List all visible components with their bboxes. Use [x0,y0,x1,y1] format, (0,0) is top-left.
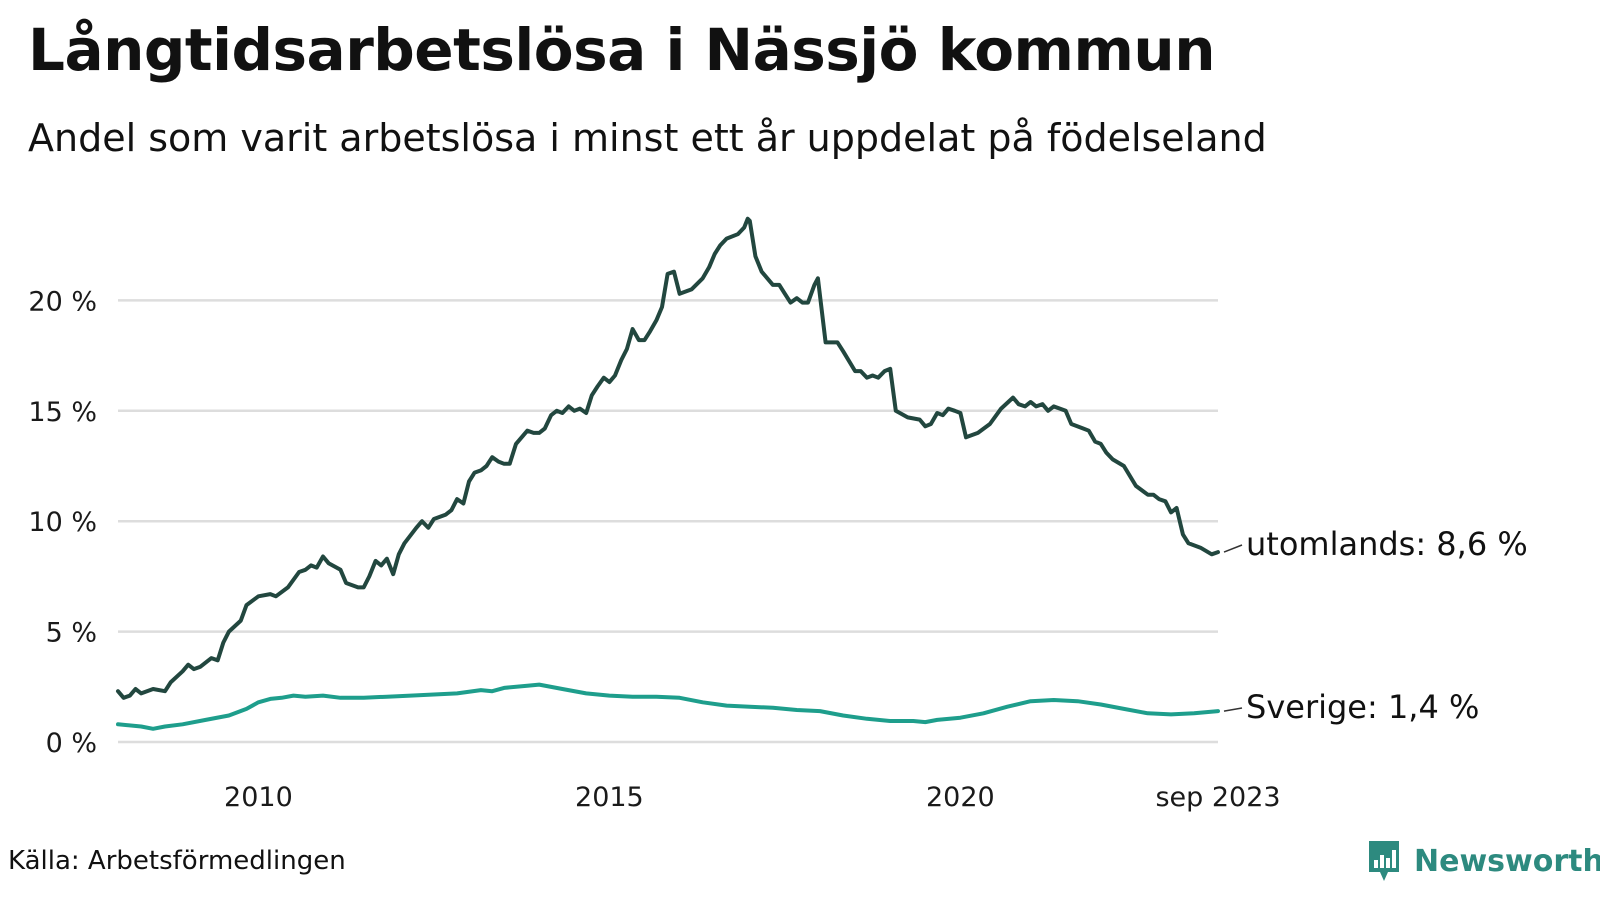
y-tick-label: 0 % [46,728,97,759]
series-lines [116,216,1220,731]
series-label-sverige: Sverige: 1,4 % [1246,688,1479,726]
x-axis: 2010 2015 2020 sep 2023 [224,782,1281,813]
gridlines [118,299,1218,744]
chart-title: Långtidsarbetslösa i Nässjö kommun [28,16,1216,84]
chart-subtitle: Andel som varit arbetslösa i minst ett å… [28,116,1267,160]
y-tick-label: 20 % [28,286,97,317]
y-tick-label: 10 % [28,507,97,538]
x-tick-label: sep 2023 [1155,782,1280,813]
x-tick-label: 2015 [575,782,644,813]
x-tick-label: 2010 [224,782,293,813]
source-note: Källa: Arbetsförmedlingen [8,846,346,876]
series-label-connector [1223,544,1243,553]
y-axis: 0 % 5 % 10 % 15 % 20 % [28,286,97,759]
x-tick-label: 2020 [926,782,995,813]
brand-name: Newsworthy [1414,843,1600,879]
series-line-utomlands [116,216,1220,700]
series-label-connector [1223,707,1243,712]
series-label-utomlands: utomlands: 8,6 % [1246,525,1528,563]
series-labels: utomlands: 8,6 % Sverige: 1,4 % [1223,525,1528,726]
brand-logo: Newsworthy [1366,838,1600,884]
newsworthy-logo-icon [1369,841,1399,881]
y-tick-label: 5 % [46,618,97,649]
y-tick-label: 15 % [28,397,97,428]
series-line-sverige [116,682,1220,731]
